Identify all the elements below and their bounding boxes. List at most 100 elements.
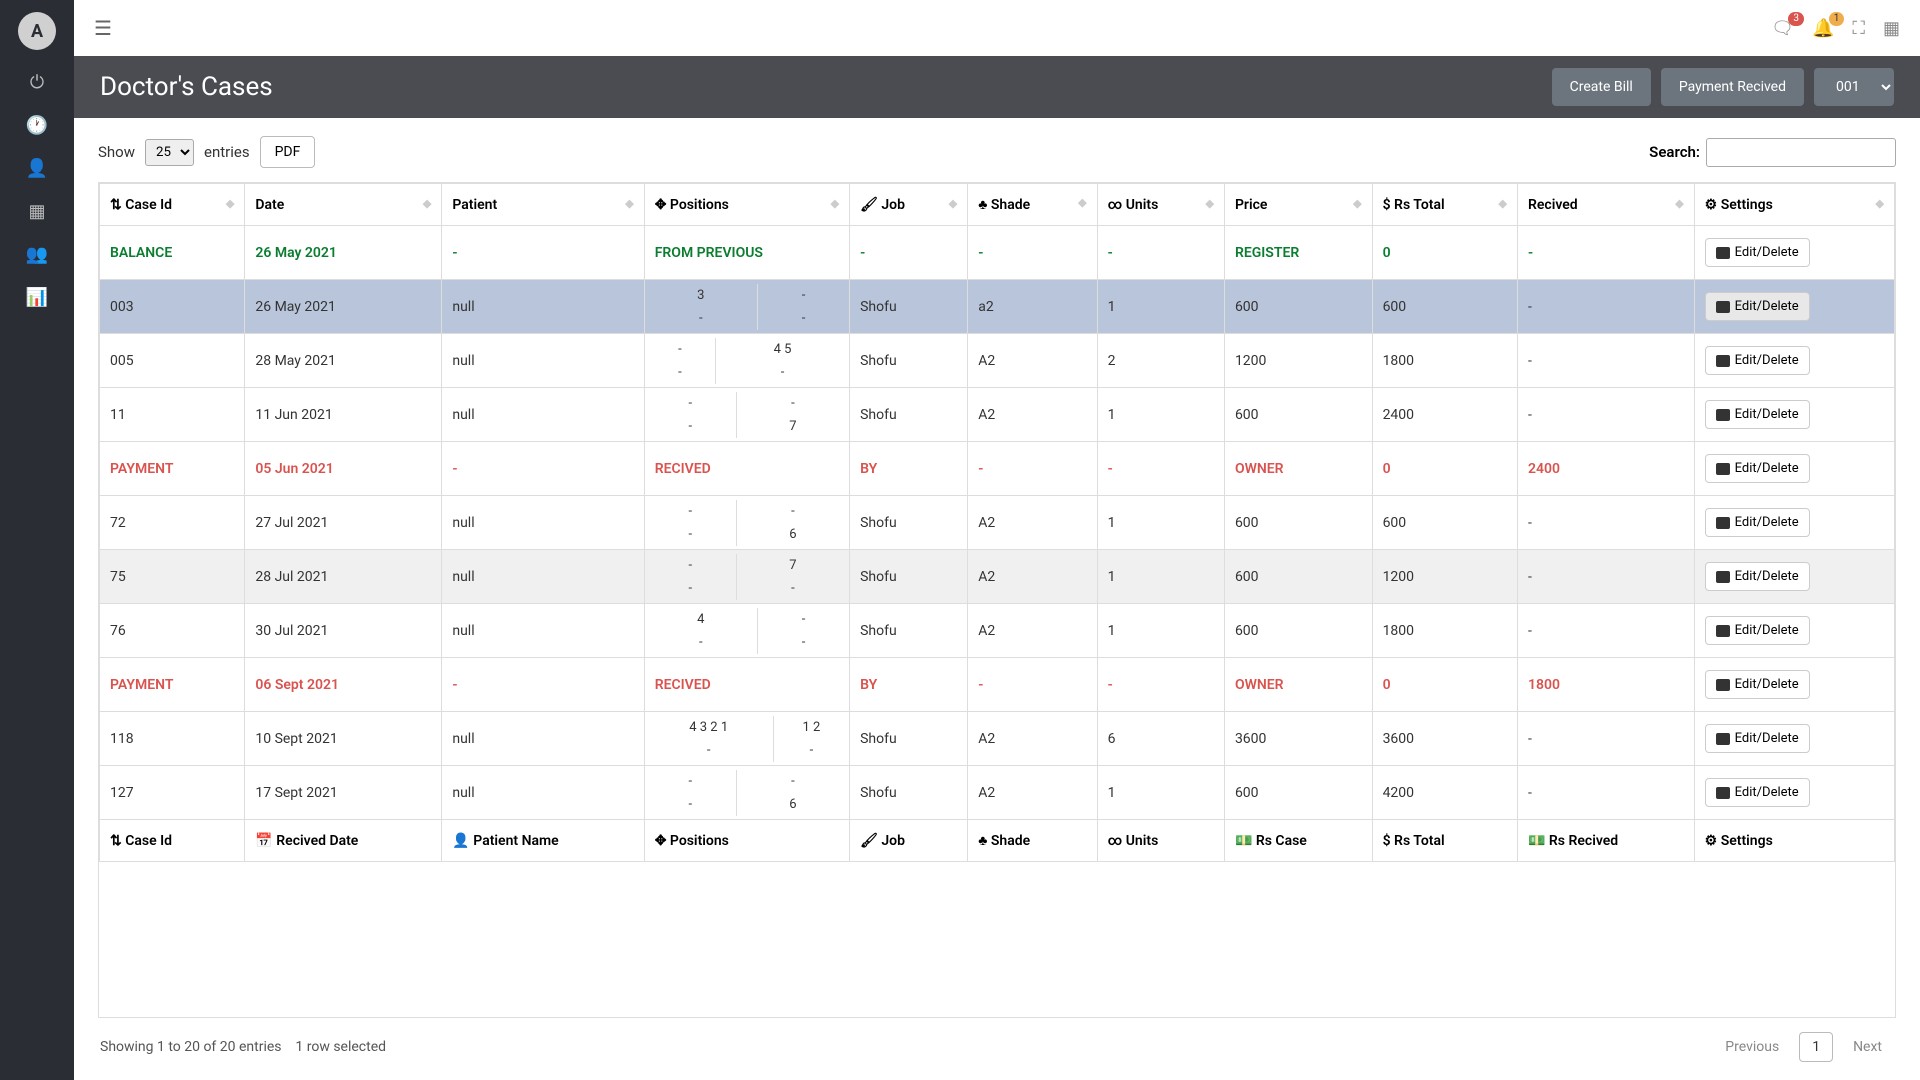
edit-delete-button[interactable]: Edit/Delete xyxy=(1705,454,1810,483)
col-settings[interactable]: ⚙ Settings◆ xyxy=(1694,184,1894,226)
cell-rs_total: 4200 xyxy=(1372,766,1517,820)
cell-job: Shofu xyxy=(850,712,968,766)
table-row[interactable]: 7630 Jul 2021null4---ShofuA216001800-Edi… xyxy=(100,604,1895,658)
cell-recived: - xyxy=(1517,604,1694,658)
table-row[interactable]: 7528 Jul 2021null-7--ShofuA216001200-Edi… xyxy=(100,550,1895,604)
cell-settings: Edit/Delete xyxy=(1694,604,1894,658)
col-patient[interactable]: Patient◆ xyxy=(442,184,644,226)
pdf-button[interactable]: PDF xyxy=(260,136,316,168)
edit-label: Edit/Delete xyxy=(1735,461,1799,476)
cell-shade: - xyxy=(968,658,1097,712)
group-icon[interactable]: 👥 xyxy=(26,244,48,265)
logo[interactable]: A xyxy=(18,12,56,50)
edit-label: Edit/Delete xyxy=(1735,299,1799,314)
table-row[interactable]: 1111 Jun 2021null---7ShofuA216002400-Edi… xyxy=(100,388,1895,442)
cell-rs_total: 2400 xyxy=(1372,388,1517,442)
cell-shade: a2 xyxy=(968,280,1097,334)
hamburger-icon[interactable]: ☰ xyxy=(94,16,112,40)
cell-settings: Edit/Delete xyxy=(1694,496,1894,550)
page-size-select[interactable]: 25 xyxy=(145,139,194,166)
cell-positions: RECIVED xyxy=(644,442,849,496)
cell-case_id: 72 xyxy=(100,496,245,550)
fcol-rs-total: $ Rs Total xyxy=(1372,820,1517,862)
cell-rs_total: 0 xyxy=(1372,658,1517,712)
cell-patient: - xyxy=(442,658,644,712)
search-input[interactable] xyxy=(1706,138,1896,167)
col-shade[interactable]: ♣ Shade◆ xyxy=(968,184,1097,226)
user-icon[interactable]: 👤 xyxy=(26,158,48,179)
edit-delete-button[interactable]: Edit/Delete xyxy=(1705,400,1810,429)
edit-delete-button[interactable]: Edit/Delete xyxy=(1705,670,1810,699)
dashboard-icon[interactable]: 🕐 xyxy=(26,115,48,136)
id-selector[interactable]: 001 xyxy=(1814,68,1894,106)
apps-icon[interactable]: ▦ xyxy=(1883,18,1900,39)
cell-recived: 2400 xyxy=(1517,442,1694,496)
table-row[interactable]: 00326 May 2021null3---Shofua21600600-Edi… xyxy=(100,280,1895,334)
cell-price: 600 xyxy=(1224,496,1372,550)
cell-units: 2 xyxy=(1097,334,1224,388)
fcol-positions: ✥ Positions xyxy=(644,820,849,862)
cell-patient: null xyxy=(442,280,644,334)
fullscreen-icon[interactable]: ⛶ xyxy=(1852,18,1865,39)
table-row[interactable]: 00528 May 2021null-4 5--ShofuA2212001800… xyxy=(100,334,1895,388)
cell-positions: ---6 xyxy=(644,496,849,550)
chat-icon[interactable]: 🗨3 xyxy=(1771,18,1794,39)
edit-delete-button[interactable]: Edit/Delete xyxy=(1705,238,1810,267)
col-recived[interactable]: Recived◆ xyxy=(1517,184,1694,226)
cell-price: OWNER xyxy=(1224,658,1372,712)
next-page[interactable]: Next xyxy=(1841,1033,1894,1061)
cell-case_id: 11 xyxy=(100,388,245,442)
cell-date: 06 Sept 2021 xyxy=(245,658,442,712)
cases-table: ⇅ Case Id◆ Date◆ Patient◆ ✥ Positions◆ 🖌… xyxy=(99,183,1895,862)
cell-shade: A2 xyxy=(968,388,1097,442)
create-bill-button[interactable]: Create Bill xyxy=(1552,68,1651,106)
table-row[interactable]: 7227 Jul 2021null---6ShofuA21600600-Edit… xyxy=(100,496,1895,550)
cell-settings: Edit/Delete xyxy=(1694,658,1894,712)
col-case-id[interactable]: ⇅ Case Id◆ xyxy=(100,184,245,226)
cell-rs_total: 0 xyxy=(1372,226,1517,280)
cell-units: 1 xyxy=(1097,766,1224,820)
fcol-settings: ⚙ Settings xyxy=(1694,820,1894,862)
edit-delete-button[interactable]: Edit/Delete xyxy=(1705,562,1810,591)
edit-delete-button[interactable]: Edit/Delete xyxy=(1705,346,1810,375)
table-row[interactable]: PAYMENT06 Sept 2021-RECIVEDBY--OWNER0180… xyxy=(100,658,1895,712)
cell-shade: A2 xyxy=(968,712,1097,766)
edit-delete-button[interactable]: Edit/Delete xyxy=(1705,616,1810,645)
edit-delete-button[interactable]: Edit/Delete xyxy=(1705,778,1810,807)
cell-case_id: PAYMENT xyxy=(100,442,245,496)
col-positions[interactable]: ✥ Positions◆ xyxy=(644,184,849,226)
cell-job: Shofu xyxy=(850,388,968,442)
payment-recived-button[interactable]: Payment Recived xyxy=(1661,68,1804,106)
col-price[interactable]: Price◆ xyxy=(1224,184,1372,226)
cell-date: 17 Sept 2021 xyxy=(245,766,442,820)
fcol-shade: ♣ Shade xyxy=(968,820,1097,862)
cell-settings: Edit/Delete xyxy=(1694,388,1894,442)
table-row[interactable]: 12717 Sept 2021null---6ShofuA216004200-E… xyxy=(100,766,1895,820)
page-1[interactable]: 1 xyxy=(1799,1032,1833,1062)
prev-page[interactable]: Previous xyxy=(1713,1033,1791,1061)
col-job[interactable]: 🖌 Job◆ xyxy=(850,184,968,226)
power-icon[interactable]: ⏻ xyxy=(30,72,44,93)
cell-date: 26 May 2021 xyxy=(245,226,442,280)
table-row[interactable]: BALANCE26 May 2021-FROM PREVIOUS---REGIS… xyxy=(100,226,1895,280)
edit-label: Edit/Delete xyxy=(1735,785,1799,800)
report-icon[interactable]: 📊 xyxy=(26,287,48,308)
document-icon[interactable]: ▦ xyxy=(28,201,45,222)
cell-shade: - xyxy=(968,442,1097,496)
edit-delete-button[interactable]: Edit/Delete xyxy=(1705,292,1810,321)
bell-icon[interactable]: 🔔1 xyxy=(1812,18,1834,39)
edit-delete-button[interactable]: Edit/Delete xyxy=(1705,508,1810,537)
col-rs-total[interactable]: $ Rs Total◆ xyxy=(1372,184,1517,226)
cell-recived: - xyxy=(1517,226,1694,280)
cell-job: Shofu xyxy=(850,766,968,820)
table-row[interactable]: 11810 Sept 2021null4 3 2 11 2--ShofuA263… xyxy=(100,712,1895,766)
col-units[interactable]: ∞ Units◆ xyxy=(1097,184,1224,226)
cell-patient: - xyxy=(442,442,644,496)
table-row[interactable]: PAYMENT05 Jun 2021-RECIVEDBY--OWNER02400… xyxy=(100,442,1895,496)
col-date[interactable]: Date◆ xyxy=(245,184,442,226)
edit-label: Edit/Delete xyxy=(1735,569,1799,584)
cell-case_id: 76 xyxy=(100,604,245,658)
cell-units: 1 xyxy=(1097,550,1224,604)
fcol-units: ∞ Units xyxy=(1097,820,1224,862)
edit-delete-button[interactable]: Edit/Delete xyxy=(1705,724,1810,753)
